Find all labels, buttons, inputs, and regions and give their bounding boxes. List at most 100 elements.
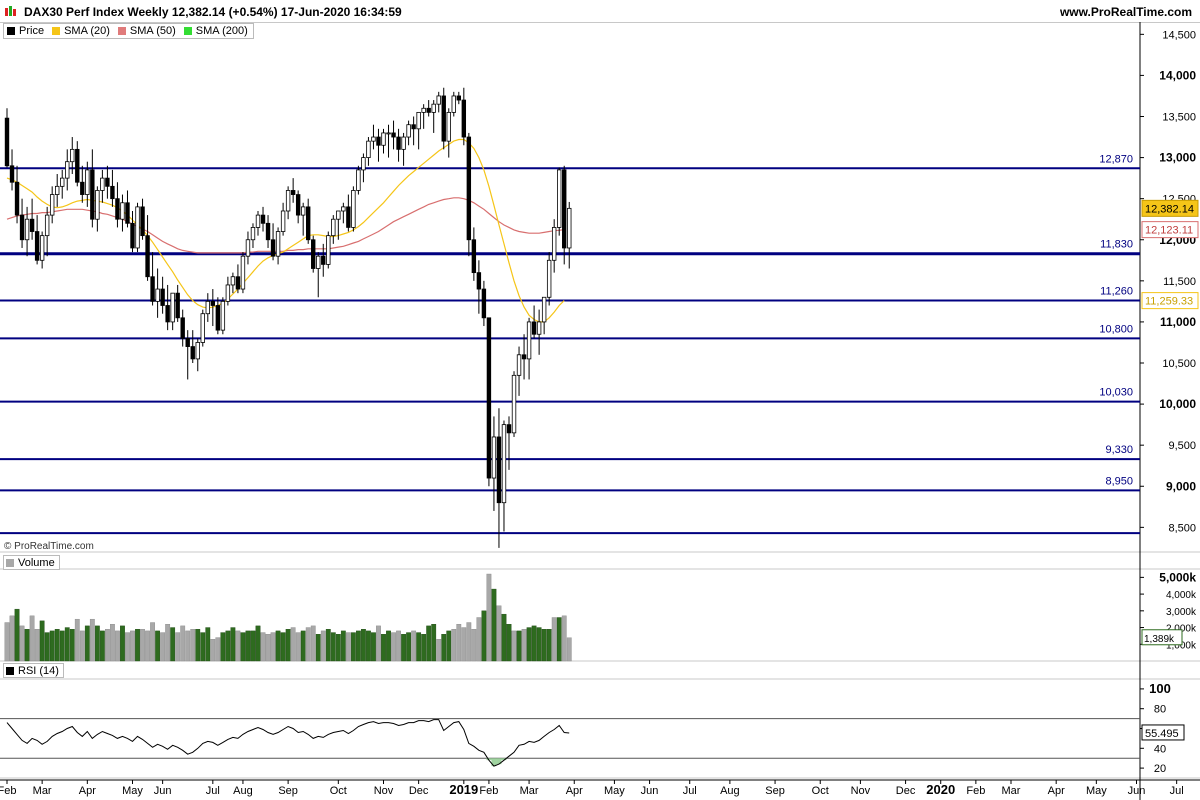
volume-bar: [140, 629, 145, 662]
volume-tick-label: 2,000k: [1166, 624, 1197, 635]
level-label: 10,030: [1099, 387, 1133, 399]
legend-swatch-sma50: [117, 27, 126, 35]
volume-bar: [235, 630, 241, 662]
volume-bar: [330, 632, 336, 662]
volume-bar: [521, 629, 527, 662]
candle-body: [506, 424, 512, 434]
volume-bar: [155, 630, 160, 662]
candle-body: [180, 317, 185, 339]
volume-bar: [99, 630, 105, 662]
volume-bar: [270, 632, 276, 662]
rsi-pane-label[interactable]: RSI (14): [3, 663, 64, 678]
candle-body: [300, 206, 306, 216]
volume-bar: [115, 630, 120, 662]
volume-bar: [541, 629, 547, 662]
volume-bar: [170, 627, 176, 662]
legend-label-sma200: SMA (200): [195, 25, 248, 37]
volume-bar: [110, 624, 115, 662]
candle-body: [551, 227, 557, 261]
volume-pane-label[interactable]: Volume: [3, 555, 60, 570]
candle-body: [105, 177, 110, 187]
x-tick-label: Jul: [1170, 785, 1184, 797]
price-tick-label: 12,500: [1162, 194, 1196, 206]
candle-body: [65, 161, 70, 179]
candle-body: [311, 239, 316, 269]
rsi-oversold-fill: [486, 758, 507, 767]
candle-body: [366, 140, 371, 158]
candle-body: [521, 354, 527, 360]
volume-bar: [406, 632, 411, 662]
candle-body: [14, 181, 20, 216]
candle-body: [406, 124, 411, 138]
candle-body: [496, 436, 502, 504]
candle-body: [280, 210, 286, 232]
rsi-tick-label: 80: [1154, 704, 1166, 716]
candle-body: [85, 169, 90, 195]
volume-bar: [376, 625, 381, 662]
x-tick-label: Apr: [79, 785, 96, 797]
volume-bar: [34, 629, 40, 662]
volume-bar: [285, 629, 291, 662]
candle-body: [295, 194, 301, 216]
volume-bar: [371, 632, 376, 662]
volume-bar: [441, 634, 447, 662]
volume-bar: [185, 630, 191, 662]
rsi-last-tag-label: 55.495: [1145, 728, 1179, 740]
candle-body: [416, 111, 421, 130]
candle-body: [341, 206, 346, 212]
volume-bar: [245, 630, 251, 662]
site-link[interactable]: www.ProRealTime.com: [1059, 5, 1192, 19]
x-tick-label: 2020: [926, 782, 955, 797]
volume-bar: [175, 632, 181, 662]
x-tick-label: May: [1086, 785, 1107, 797]
candle-body: [39, 235, 45, 261]
candle-body: [531, 321, 537, 335]
legend-item-price[interactable]: Price: [4, 25, 49, 37]
x-tick-label: Feb: [479, 785, 498, 797]
x-tick-label: Feb: [0, 785, 16, 797]
legend-item-sma50[interactable]: SMA (50): [115, 25, 181, 37]
candle-body: [421, 107, 426, 113]
volume-bar: [551, 617, 557, 662]
volume-bar: [315, 634, 321, 662]
candle-body: [486, 317, 492, 479]
volume-bar: [506, 624, 512, 662]
legend-item-sma200[interactable]: SMA (200): [181, 25, 253, 37]
candle-body: [481, 288, 487, 319]
candle-body: [441, 95, 446, 142]
candle-body: [150, 276, 155, 302]
candle-body: [44, 214, 50, 237]
candle-body: [145, 235, 150, 278]
x-tick-label: Jun: [641, 785, 659, 797]
volume-bar: [200, 632, 206, 662]
volume-bar: [305, 627, 311, 662]
volume-bar: [411, 630, 417, 662]
candle-body: [130, 222, 135, 249]
volume-bar: [275, 630, 281, 662]
x-tick-label: May: [604, 785, 625, 797]
volume-bar: [556, 617, 562, 662]
volume-bar: [416, 632, 422, 662]
legend-item-sma20[interactable]: SMA (20): [49, 25, 115, 37]
candle-body: [381, 132, 386, 146]
volume-bar: [386, 630, 391, 662]
axis-price-tag-box: [1141, 199, 1199, 217]
legend-swatch-price: [7, 27, 15, 35]
volume-bar: [350, 632, 356, 662]
legend-label-sma50: SMA (50): [129, 25, 176, 37]
candle-body: [49, 194, 55, 216]
volume-bar: [491, 588, 497, 662]
volume-bar: [496, 605, 502, 662]
candle-body: [115, 198, 120, 220]
volume-bar: [300, 630, 306, 662]
volume-bar: [79, 630, 85, 662]
x-tick-label: Mar: [520, 785, 539, 797]
volume-bar: [476, 617, 482, 662]
volume-bar: [456, 624, 462, 662]
volume-bar: [255, 625, 261, 662]
axis-price-tag-label: 12,382.14: [1145, 203, 1194, 215]
candle-body: [546, 259, 552, 298]
candle-body: [476, 272, 482, 290]
candle-body: [461, 99, 467, 138]
